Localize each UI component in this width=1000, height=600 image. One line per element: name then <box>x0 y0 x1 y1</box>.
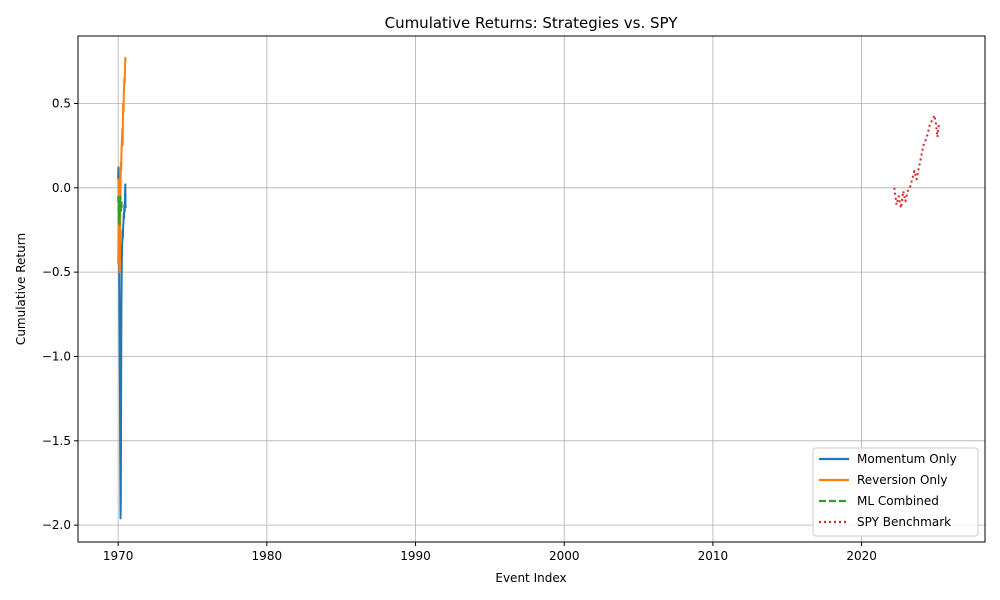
x-tick-label: 1970 <box>103 549 134 563</box>
legend-label-momentum-only: Momentum Only <box>857 452 957 466</box>
x-axis-ticks: 1970 1980 1990 2000 2010 2020 <box>103 542 877 563</box>
x-tick-label: 1990 <box>400 549 431 563</box>
y-axis-ticks: −2.0 −1.5 −1.0 −0.5 0.0 0.5 <box>42 96 78 532</box>
series-line-ml-combined <box>117 195 123 226</box>
x-tick-label: 2000 <box>549 549 580 563</box>
legend: Momentum Only Reversion Only ML Combined SP… <box>812 447 979 537</box>
y-tick-label: 0.0 <box>52 181 71 195</box>
y-tick-label: −1.5 <box>42 434 71 448</box>
chart-title: Cumulative Returns: Strategies vs. SPY <box>385 14 679 32</box>
y-tick-label: −0.5 <box>42 265 71 279</box>
series-lines <box>117 56 940 520</box>
y-tick-label: −1.0 <box>42 349 71 363</box>
legend-label-reversion-only: Reversion Only <box>857 473 947 487</box>
series-line-spy-benchmark <box>893 114 940 210</box>
legend-box <box>812 447 979 537</box>
series-line-momentum-only <box>117 166 127 520</box>
series-line-reversion-only <box>117 56 127 274</box>
x-tick-label: 2020 <box>846 549 877 563</box>
y-tick-label: 0.5 <box>52 96 71 110</box>
y-tick-label: −2.0 <box>42 518 71 532</box>
plot-frame <box>77 35 986 543</box>
x-axis-label: Event Index <box>495 571 566 585</box>
x-tick-label: 1980 <box>252 549 283 563</box>
legend-entries: Momentum Only Reversion Only ML Combined SP… <box>819 452 957 529</box>
y-axis-label: Cumulative Return <box>14 233 28 345</box>
legend-label-spy-benchmark: SPY Benchmark <box>857 515 951 529</box>
legend-label-ml-combined: ML Combined <box>857 494 939 508</box>
x-tick-label: 2010 <box>698 549 729 563</box>
